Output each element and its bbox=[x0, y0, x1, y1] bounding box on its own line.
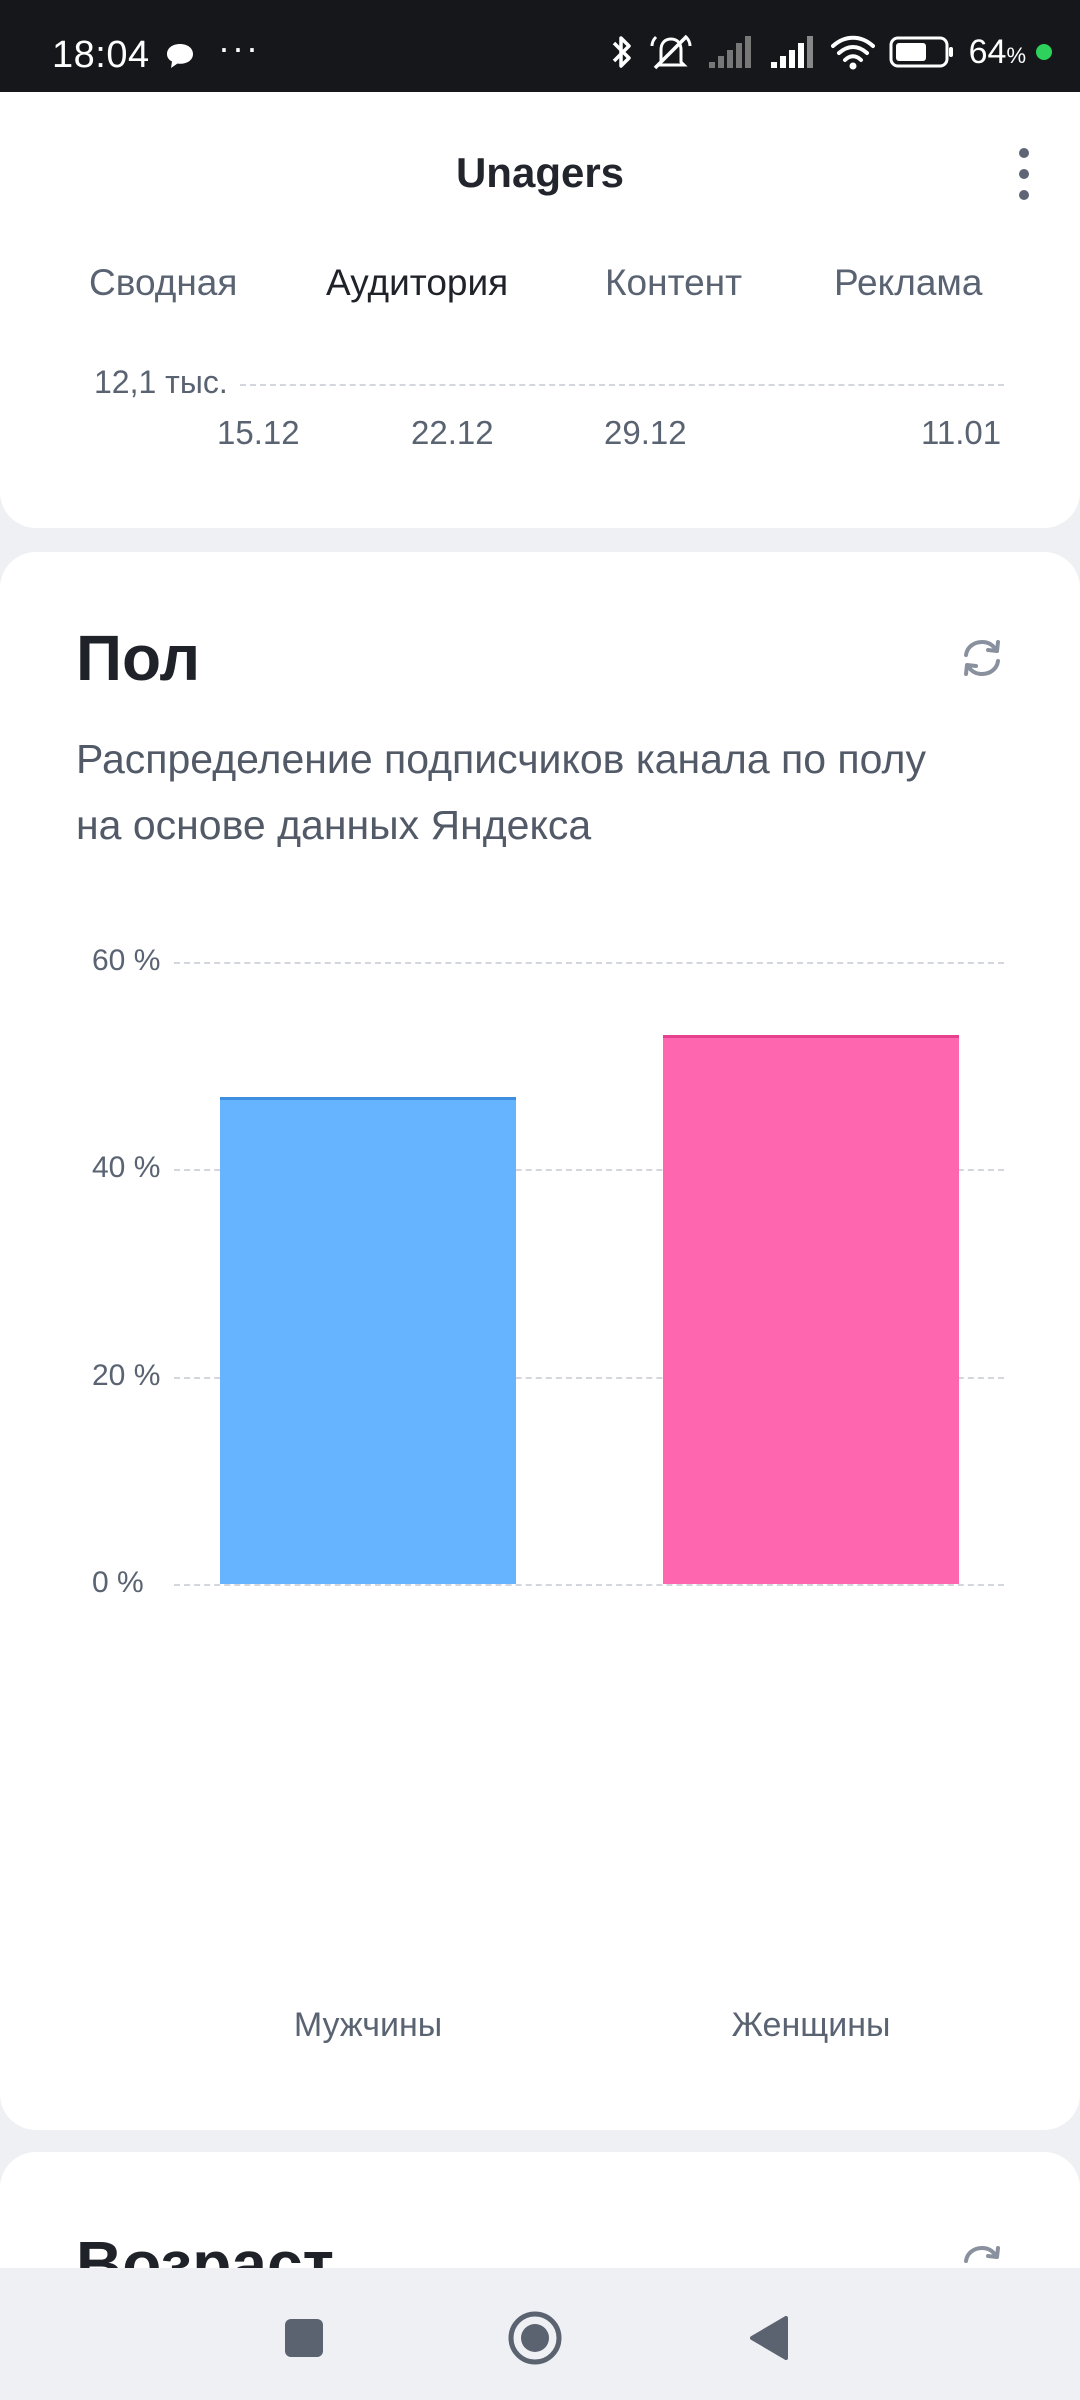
y-tick-label: 20 % bbox=[92, 1358, 161, 1392]
tab-svodnaya[interactable]: Сводная bbox=[89, 262, 238, 303]
more-notifications-icon: ··· bbox=[218, 27, 260, 68]
chat-bubble-icon bbox=[167, 44, 193, 68]
x-category-label: Женщины bbox=[731, 2006, 891, 2044]
y-tick-label: 0 % bbox=[92, 1566, 144, 1599]
recent-apps-button[interactable] bbox=[274, 2308, 334, 2368]
status-bar: 18:04 ··· bbox=[0, 0, 1080, 92]
tab-reklama[interactable]: Реклама bbox=[834, 262, 983, 303]
back-button[interactable] bbox=[740, 2308, 800, 2368]
top-chart-x-tick: 11.01 bbox=[921, 414, 1002, 451]
top-chart-y-label: 12,1 тыс. bbox=[94, 364, 228, 400]
y-tick-label: 40 % bbox=[92, 1151, 161, 1185]
signal-sim2-icon bbox=[770, 36, 813, 68]
bluetooth-icon bbox=[612, 36, 631, 68]
gender-card: Пол Распределение подписчиков канала по … bbox=[0, 552, 1080, 2130]
app-bar: Unagers Сводная Аудитория Контент Реклам… bbox=[0, 92, 1080, 350]
refresh-icon[interactable] bbox=[960, 2242, 1004, 2286]
top-chart-gridline bbox=[240, 384, 1004, 386]
more-vertical-icon[interactable] bbox=[1012, 148, 1036, 200]
top-chart-x-tick: 22.12 bbox=[411, 414, 494, 451]
x-category-label: Мужчины bbox=[293, 2006, 443, 2044]
silent-mode-icon bbox=[650, 34, 692, 70]
refresh-icon[interactable] bbox=[960, 636, 1004, 680]
y-gridline bbox=[174, 1169, 1004, 1172]
privacy-indicator-dot bbox=[1036, 44, 1052, 60]
home-button[interactable] bbox=[505, 2308, 565, 2368]
gender-bar-chart: 0 % 20 % 40 % 60 % bbox=[0, 932, 1080, 1612]
system-nav-bar bbox=[0, 2268, 1080, 2400]
status-icons: 64% bbox=[609, 30, 1052, 74]
app-title: Unagers bbox=[455, 149, 625, 196]
subscribers-chart-card: 12,1 тыс. 15.12 22.12 29.12 11.01 bbox=[0, 320, 1080, 528]
y-gridline bbox=[174, 962, 1004, 964]
top-chart-x-tick: 15.12 bbox=[217, 414, 300, 451]
signal-sim1-icon bbox=[708, 36, 751, 68]
y-gridline bbox=[174, 1584, 1004, 1586]
bar-women[interactable] bbox=[663, 1034, 959, 1584]
bar-men[interactable] bbox=[220, 1096, 516, 1584]
tab-bar: Сводная Аудитория Контент Реклама bbox=[0, 262, 1080, 350]
tab-auditoriya[interactable]: Аудитория bbox=[326, 262, 509, 303]
top-chart-x-tick: 29.12 bbox=[604, 414, 687, 451]
gender-description: Распределение подписчиков канала по полу… bbox=[76, 736, 926, 848]
y-tick-label: 60 % bbox=[92, 944, 161, 977]
battery-percent: 64% bbox=[968, 33, 1026, 71]
gender-title: Пол bbox=[76, 622, 201, 694]
y-gridline bbox=[174, 1376, 1004, 1379]
tab-kontent[interactable]: Контент bbox=[605, 262, 743, 303]
status-time: 18:04 bbox=[52, 34, 150, 76]
battery-icon bbox=[889, 36, 953, 68]
wifi-icon bbox=[830, 35, 875, 70]
